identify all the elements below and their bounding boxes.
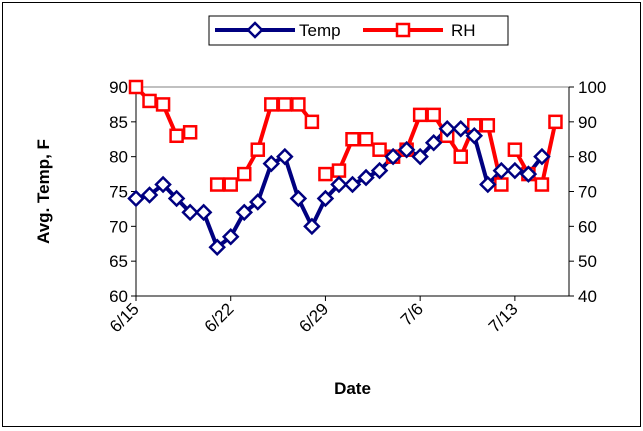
x-tick-label: 7/6 bbox=[397, 299, 427, 329]
rh-point bbox=[358, 132, 374, 147]
rh-point bbox=[264, 97, 279, 112]
x-tick-label: 6/29 bbox=[295, 299, 332, 336]
rh-point bbox=[453, 149, 468, 164]
temp-point bbox=[181, 203, 199, 222]
left-y-tick-label: 85 bbox=[109, 113, 128, 132]
legend-marker-temp bbox=[246, 21, 264, 39]
temp-point bbox=[397, 140, 416, 159]
temp-point bbox=[208, 238, 226, 257]
temp-point bbox=[127, 189, 145, 208]
right-y-tick-label: 50 bbox=[578, 252, 597, 271]
rh-point bbox=[426, 107, 441, 123]
left-y-tick-label: 60 bbox=[109, 287, 128, 306]
x-axis-title: Date bbox=[334, 379, 371, 398]
temp-point bbox=[194, 203, 213, 222]
rh-point bbox=[372, 142, 387, 157]
temp-point bbox=[276, 147, 294, 166]
temp-point bbox=[289, 189, 308, 208]
right-y-tick-label: 80 bbox=[578, 148, 597, 167]
temp-point bbox=[154, 175, 172, 194]
rh-point bbox=[304, 114, 320, 130]
temp-point bbox=[357, 168, 375, 187]
rh-point bbox=[182, 125, 198, 140]
rh-point bbox=[534, 177, 550, 192]
rh-point bbox=[209, 177, 225, 192]
temp-point bbox=[411, 147, 429, 166]
rh-point bbox=[155, 97, 171, 112]
chart-frame: 60 65 70 75 80 85 90 40 50 60 70 80 90 100 6/15 6/22 6/2… bbox=[2, 2, 641, 427]
temp-point bbox=[343, 175, 362, 194]
temp-point bbox=[235, 203, 254, 222]
rh-point bbox=[345, 132, 360, 147]
left-y-tick-label: 65 bbox=[109, 252, 128, 271]
rh-point bbox=[548, 114, 563, 130]
temp-point bbox=[492, 161, 511, 180]
temp-point bbox=[384, 147, 402, 166]
temp-point bbox=[438, 120, 456, 138]
temp-point bbox=[316, 189, 335, 208]
x-tick-label: 6/22 bbox=[201, 299, 238, 336]
x-tick-label: 7/13 bbox=[485, 299, 522, 336]
rh-point bbox=[142, 93, 157, 109]
left-y-tick-label: 75 bbox=[109, 183, 128, 202]
legend-label-rh: RH bbox=[451, 21, 476, 40]
temp-point bbox=[249, 193, 267, 211]
legend-marker-rh bbox=[395, 22, 411, 38]
temp-point bbox=[479, 175, 497, 194]
temp-point bbox=[533, 147, 551, 166]
legend-label-temp: Temp bbox=[299, 21, 341, 40]
left-y-tick-label: 90 bbox=[109, 78, 128, 97]
rh-point bbox=[223, 177, 238, 192]
right-y-tick-label: 70 bbox=[578, 183, 597, 202]
right-y-tick-label: 60 bbox=[578, 217, 597, 236]
temp-point bbox=[465, 126, 484, 145]
right-y-tick-label: 100 bbox=[578, 78, 606, 97]
y-axis-title: Avg. Temp, F bbox=[34, 139, 53, 244]
temp-point bbox=[330, 175, 348, 194]
temp-point bbox=[370, 161, 389, 180]
rh-point bbox=[412, 107, 428, 123]
rh-point bbox=[494, 177, 509, 192]
temp-point bbox=[506, 161, 524, 180]
rh-point bbox=[250, 142, 266, 157]
rh-point bbox=[507, 142, 523, 157]
temp-point bbox=[451, 120, 470, 138]
temp-point bbox=[303, 217, 321, 236]
temp-point bbox=[221, 228, 240, 246]
right-y-tick-label: 40 bbox=[578, 287, 597, 306]
right-y-tick-label: 90 bbox=[578, 113, 597, 132]
temp-point bbox=[424, 133, 443, 152]
rh-point bbox=[277, 97, 293, 112]
temp-point bbox=[140, 186, 159, 204]
rh-point bbox=[237, 166, 252, 182]
rh-point bbox=[128, 79, 144, 95]
rh-point bbox=[331, 163, 347, 178]
temp-point bbox=[262, 154, 281, 173]
rh-point bbox=[318, 166, 333, 182]
rh-point bbox=[291, 97, 306, 112]
temp-point bbox=[167, 189, 186, 208]
temp-point bbox=[519, 165, 538, 183]
rh-point bbox=[169, 128, 184, 144]
rh-point bbox=[480, 118, 496, 133]
left-y-tick-label: 80 bbox=[109, 148, 128, 167]
left-y-tick-label: 70 bbox=[109, 217, 128, 236]
